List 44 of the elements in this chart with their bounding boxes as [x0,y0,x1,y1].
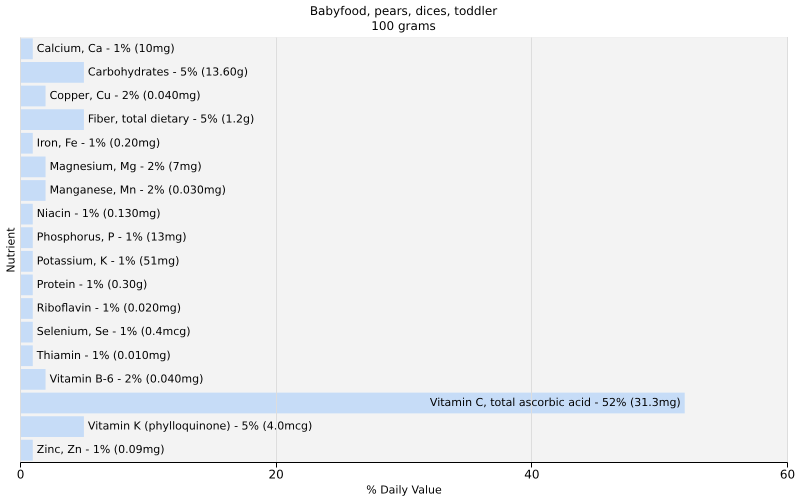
y-tick-label: Manganese, Mn - 2% (0.030mg) [50,183,226,196]
bar [20,204,33,224]
y-tick-label: Magnesium, Mg - 2% (7mg) [50,160,202,173]
bar [20,109,84,130]
bar [20,86,46,106]
y-tick-label: Phosphorus, P - 1% (13mg) [36,230,187,244]
bar [20,345,33,366]
bar [20,180,46,201]
x-tick-label: 20 [268,468,284,482]
y-tick-label: Protein - 1% (0.30g) [36,278,148,291]
x-tick-label: 0 [16,468,24,482]
y-tick-label: Thiamin - 1% (0.010mg) [36,348,171,362]
bar [20,274,33,296]
bar [20,156,46,178]
y-tick-label: Carbohydrates - 5% (13.60g) [88,65,248,78]
y-tick-label: Riboflavin - 1% (0.020mg) [36,302,182,315]
y-tick-label: Potassium, K - 1% (51mg) [36,254,180,268]
y-tick-label: Vitamin K (phylloquinone) - 5% (4.0mcg) [88,420,312,433]
bar [20,368,46,390]
y-tick-label: Zinc, Zn - 1% (0.09mg) [36,443,165,456]
bar [20,298,33,319]
bar [20,250,33,272]
y-axis-title: Nutrient [4,226,18,273]
y-tick-label: Niacin - 1% (0.130mg) [36,207,161,220]
bar [20,62,84,83]
bar [20,392,685,414]
bar [20,440,33,461]
y-tick-label: Calcium, Ca - 1% (10mg) [36,42,175,55]
y-tick-label: Copper, Cu - 2% (0.040mg) [50,89,201,102]
chart-title: Babyfood, pears, dices, toddler [310,4,498,18]
x-axis-title: % Daily Value [366,484,442,496]
y-tick-label: Iron, Fe - 1% (0.20mg) [36,136,160,150]
chart-subtitle: 100 grams [371,19,436,33]
y-tick-label: Selenium, Se - 1% (0.4mcg) [36,325,191,338]
x-tick-label: 60 [780,468,796,482]
bar [20,38,33,60]
y-tick-label: Vitamin B-6 - 2% (0.040mg) [50,372,204,386]
bar [20,227,33,248]
y-tick-label: Vitamin C, total ascorbic acid - 52% (31.3mg) [430,396,681,409]
bar [20,416,84,437]
x-tick-label: 40 [524,468,540,482]
y-tick-label: Fiber, total dietary - 5% (1.2g) [88,112,254,126]
bar [20,322,33,343]
bar [20,132,33,154]
